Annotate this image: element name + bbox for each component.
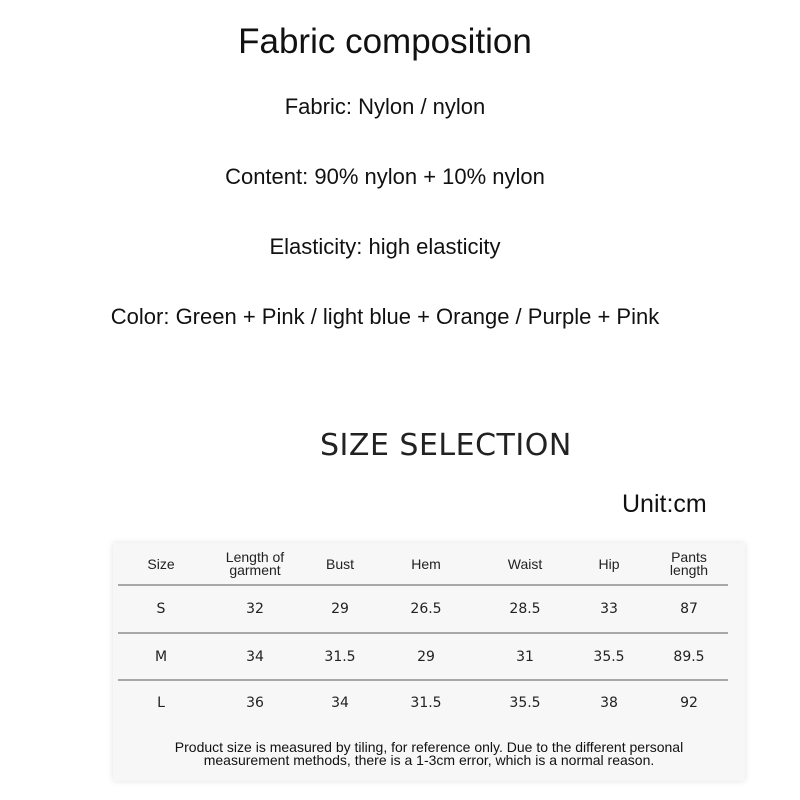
table-cell: 31.5 <box>324 649 356 665</box>
table-cell: 87 <box>680 601 698 617</box>
measurement-note: Product size is measured by tiling, for … <box>113 739 745 768</box>
column-header: Size <box>147 556 175 572</box>
table-cell: 28.5 <box>509 601 541 617</box>
table-cell: 32 <box>246 601 264 617</box>
column-header: Pants length <box>669 549 709 578</box>
table-cell: 26.5 <box>410 601 442 617</box>
column-header: Hem <box>411 556 441 572</box>
fabric-line: Fabric: Nylon / nylon <box>284 94 486 119</box>
divider <box>118 632 728 634</box>
table-cell: 35.5 <box>509 695 541 711</box>
table-cell: 38 <box>600 695 618 711</box>
composition-title: Fabric composition <box>238 22 532 61</box>
table-cell: 29 <box>331 601 349 617</box>
table-cell: 31.5 <box>410 695 442 711</box>
table-cell: 92 <box>680 695 698 711</box>
note-line: measurement methods, there is a 1-3cm er… <box>203 752 655 768</box>
column-header: Waist <box>507 556 543 572</box>
column-header: Length of garment <box>225 549 285 578</box>
column-header: Hip <box>598 556 620 572</box>
table-cell: 34 <box>246 649 264 665</box>
table-cell: 29 <box>417 649 435 665</box>
table-cell: 33 <box>600 601 618 617</box>
table-cell: 31 <box>516 649 534 665</box>
color-line: Color: Green + Pink / light blue + Orang… <box>110 304 660 329</box>
elasticity-line: Elasticity: high elasticity <box>269 234 501 259</box>
table-header: Size Length of garment Bust Hem Waist Hip Pant… <box>118 549 728 587</box>
table-cell: M <box>154 649 168 665</box>
unit-label: Unit:cm <box>622 490 707 518</box>
divider <box>118 679 728 681</box>
table-cell: 36 <box>246 695 264 711</box>
table-cell: S <box>156 601 166 617</box>
table-cell: 89.5 <box>673 649 705 665</box>
column-header: Bust <box>325 556 355 572</box>
note-line: Product size is measured by tiling, for … <box>174 739 684 755</box>
divider <box>118 584 728 586</box>
size-table: Size Length of garment Bust Hem Waist Hip Pant… <box>113 543 745 781</box>
size-selection-title: SIZE SELECTION <box>320 428 572 463</box>
table-cell: 35.5 <box>593 649 625 665</box>
table-cell: 34 <box>331 695 349 711</box>
content-line: Content: 90% nylon + 10% nylon <box>225 164 545 189</box>
table-cell: L <box>157 695 165 711</box>
